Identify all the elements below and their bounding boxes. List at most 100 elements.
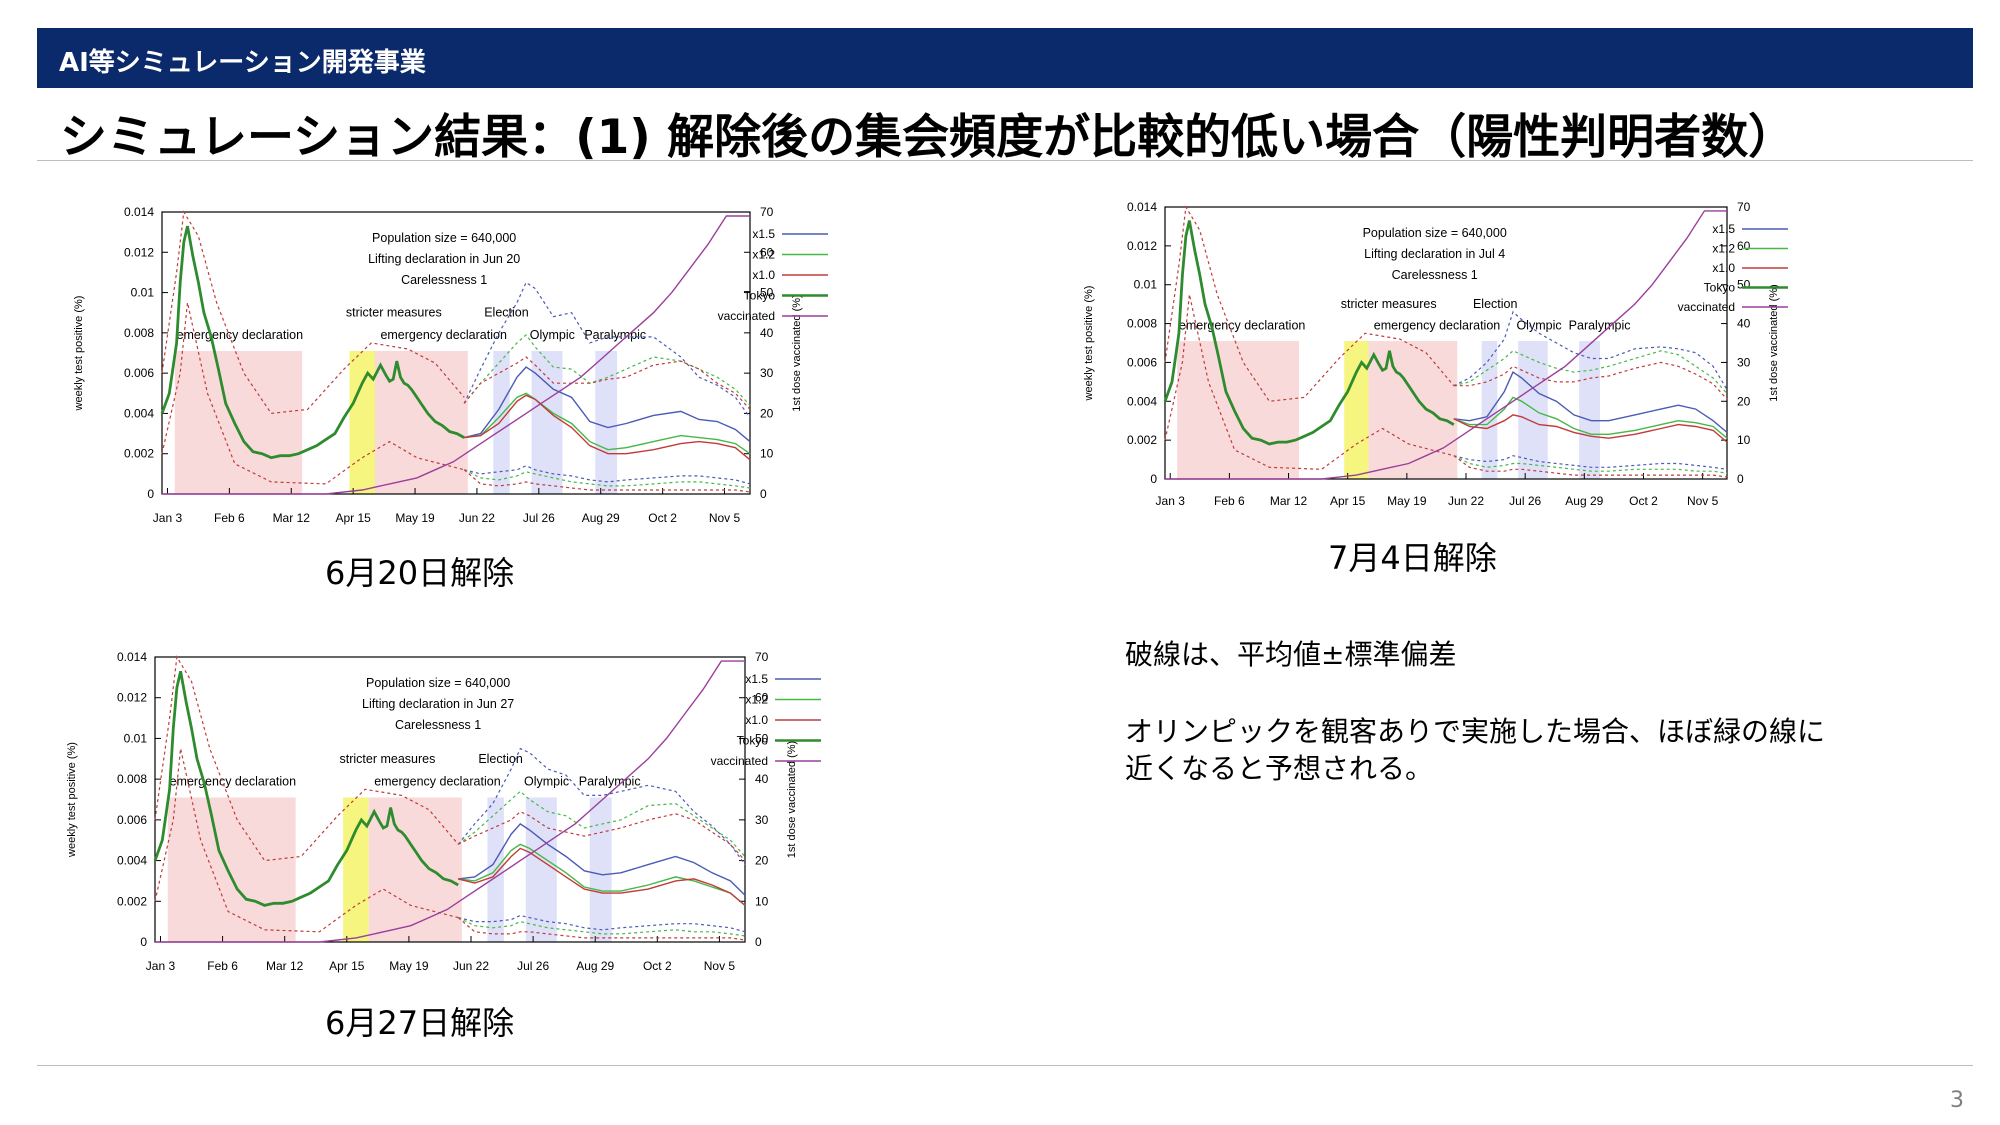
series-band-x1-2-sd	[463, 469, 751, 489]
y-tick-label: 0.014	[124, 205, 154, 219]
x-tick-label: May 19	[395, 511, 435, 525]
y2-tick-label: 50	[755, 731, 769, 745]
y2-tick-label: 10	[1737, 433, 1751, 447]
band-emergency-1	[174, 350, 303, 494]
band-paralympic	[589, 797, 612, 942]
x-tick-label: Jul 26	[517, 959, 549, 973]
y-tick-label: 0.002	[124, 447, 154, 461]
footer-divider	[37, 1065, 1973, 1066]
page-title: シミュレーション結果：(1) 解除後の集会頻度が比較的低い場合（陽性判明者数）	[60, 110, 1796, 165]
x-tick-label: Jan 3	[153, 511, 183, 525]
plot-frame	[1164, 206, 1728, 480]
x-tick-label: Aug 29	[576, 959, 614, 973]
x-tick-label: May 19	[389, 959, 429, 973]
series-x1-2	[458, 843, 746, 906]
x-tick-label: Jan 3	[146, 959, 176, 973]
x-tick-label: Feb 6	[214, 511, 245, 525]
y-tick-label: 0	[1150, 472, 1157, 486]
legend-label: x1.0	[1712, 261, 1735, 275]
series-vaccinated	[162, 215, 750, 495]
y-tick-label: 0	[140, 935, 147, 949]
y2-tick-label: 10	[760, 447, 774, 461]
y-axis-label: weekly test positive (%)	[73, 296, 85, 412]
x-tick-label: Jan 3	[1156, 494, 1186, 508]
x-tick-label: Mar 12	[1270, 494, 1308, 508]
caption-jun27-lifting: 6月27日解除	[325, 1004, 515, 1042]
legend-label: x1.2	[1712, 242, 1735, 256]
band-stricter-measures	[1344, 341, 1369, 479]
band-paralympic	[1579, 341, 1600, 479]
legend-label: x1.0	[745, 713, 768, 727]
annotation-text: Population size = 640,000	[366, 676, 510, 690]
series-tokyo	[1163, 220, 1455, 446]
y2-tick-label: 30	[760, 366, 774, 380]
series-vaccinated	[1165, 210, 1727, 480]
y2-tick-label: 60	[755, 691, 769, 705]
series-envelope-lower	[154, 748, 459, 933]
y-tick-label: 0.014	[117, 650, 147, 664]
band-label: emergency declaration	[1179, 318, 1306, 332]
x-tick-label: Jun 22	[459, 511, 495, 525]
series-envelope-upper	[154, 655, 459, 862]
series-band-x1-2-sd	[457, 917, 746, 937]
band-label: stricter measures	[346, 306, 442, 320]
series-tokyo	[160, 225, 465, 460]
legend-label: x1.0	[752, 268, 775, 282]
y-tick-label: 0.014	[1127, 200, 1157, 214]
band-label: Election	[478, 752, 523, 766]
y2-tick-label: 20	[1737, 394, 1751, 408]
series-x1-5	[464, 366, 751, 443]
y-tick-label: 0.01	[131, 286, 155, 300]
legend-label: vaccinated	[711, 754, 768, 768]
plot-frame	[154, 656, 746, 943]
legend-label: Tokyo	[744, 289, 776, 303]
series-x1-5	[458, 822, 746, 896]
band-label: emergency declaration	[380, 328, 507, 342]
annotation-text: Carelessness 1	[401, 273, 487, 287]
series-band-x1-0-sd	[1453, 455, 1728, 478]
legend-label: x1.2	[752, 248, 775, 262]
y-tick-label: 0.004	[124, 406, 154, 420]
x-tick-label: Nov 5	[704, 959, 736, 973]
x-tick-label: Jul 26	[523, 511, 555, 525]
series-band-x1-0-sd	[457, 917, 746, 941]
y-tick-label: 0.01	[1134, 278, 1158, 292]
x-tick-label: Aug 29	[1565, 494, 1603, 508]
x-tick-label: Mar 12	[266, 959, 304, 973]
y-tick-label: 0.012	[124, 245, 154, 259]
legend-label: Tokyo	[1704, 281, 1736, 295]
annotation-text: Population size = 640,000	[1363, 226, 1507, 240]
x-tick-label: Apr 15	[329, 959, 365, 973]
y2-tick-label: 70	[760, 205, 774, 219]
y-axis-label: weekly test positive (%)	[66, 742, 78, 858]
y2-axis-label: 1st dose vaccinated (%)	[1768, 284, 1780, 401]
legend-label: x1.5	[745, 672, 768, 686]
x-tick-label: Oct 2	[643, 959, 672, 973]
x-tick-label: Jul 26	[1509, 494, 1541, 508]
series-band-x1-0-sd	[463, 469, 751, 493]
y-tick-label: 0.004	[117, 854, 147, 868]
y-tick-label: 0.006	[1127, 355, 1157, 369]
x-tick-label: May 19	[1387, 494, 1427, 508]
series-x1-0	[1453, 414, 1728, 443]
y2-axis-label: 1st dose vaccinated (%)	[791, 294, 803, 411]
y-tick-label: 0.002	[117, 894, 147, 908]
header-title: AI等シミュレーション開発事業	[59, 48, 426, 78]
band-label: stricter measures	[1341, 297, 1437, 311]
band-emergency-1	[167, 797, 296, 942]
note-olympic-line1: オリンピックを観客ありで実施した場合、ほぼ緑の線に	[1125, 715, 1826, 748]
series-x1-0	[458, 847, 746, 906]
y2-tick-label: 40	[1737, 317, 1751, 331]
y-tick-label: 0.012	[1127, 239, 1157, 253]
annotation-text: Lifting declaration in Jun 27	[362, 697, 514, 711]
y-tick-label: 0.006	[124, 366, 154, 380]
y2-tick-label: 20	[760, 406, 774, 420]
series-band-x1-2-sd	[457, 790, 746, 857]
series-x1-5	[1453, 371, 1728, 433]
chart-jun27-lifting: 0 0.002 0.004 0.006 0.008 0.01 0.012 0.014 0 10 20…	[66, 650, 821, 973]
y-tick-label: 0.008	[1127, 317, 1157, 331]
y2-tick-label: 30	[1737, 355, 1751, 369]
y2-tick-label: 20	[755, 854, 769, 868]
band-emergency-2	[374, 350, 468, 494]
legend-label: x1.5	[752, 227, 775, 241]
